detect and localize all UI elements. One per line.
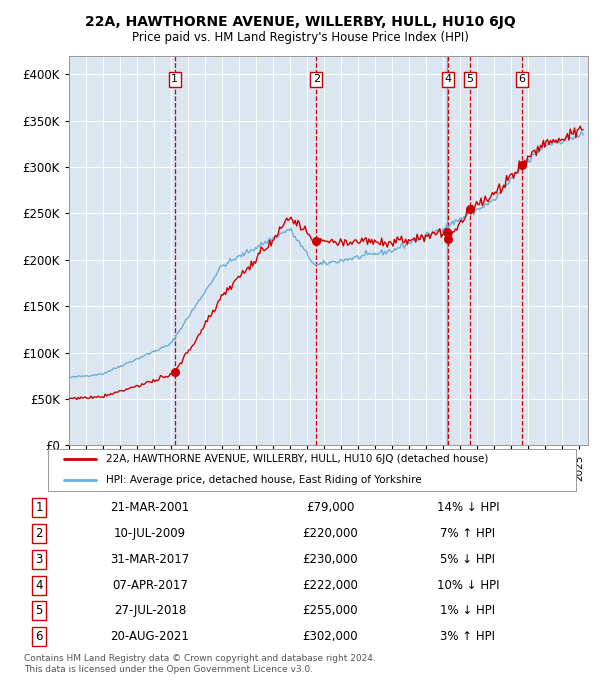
Text: 27-JUL-2018: 27-JUL-2018: [114, 605, 186, 617]
Text: £302,000: £302,000: [302, 630, 358, 643]
Bar: [175, 56, 316, 445]
Text: Contains HM Land Registry data © Crown copyright and database right 2024.
This d: Contains HM Land Registry data © Crown c…: [24, 654, 376, 674]
Text: 7% ↑ HPI: 7% ↑ HPI: [440, 527, 496, 540]
Text: 07-APR-2017: 07-APR-2017: [112, 579, 188, 592]
Text: 1% ↓ HPI: 1% ↓ HPI: [440, 605, 496, 617]
Text: £255,000: £255,000: [302, 605, 358, 617]
Text: 22A, HAWTHORNE AVENUE, WILLERBY, HULL, HU10 6JQ (detached house): 22A, HAWTHORNE AVENUE, WILLERBY, HULL, H…: [106, 454, 488, 464]
Text: 4: 4: [445, 74, 452, 84]
Text: 10% ↓ HPI: 10% ↓ HPI: [437, 579, 499, 592]
Text: 6: 6: [518, 74, 526, 84]
Text: £222,000: £222,000: [302, 579, 358, 592]
Text: 1: 1: [35, 501, 43, 514]
Text: 2: 2: [35, 527, 43, 540]
Text: 4: 4: [35, 579, 43, 592]
Text: 14% ↓ HPI: 14% ↓ HPI: [437, 501, 499, 514]
Text: 31-MAR-2017: 31-MAR-2017: [110, 553, 190, 566]
Text: 6: 6: [35, 630, 43, 643]
Text: 10-JUL-2009: 10-JUL-2009: [114, 527, 186, 540]
Text: 5: 5: [466, 74, 473, 84]
Text: £220,000: £220,000: [302, 527, 358, 540]
Text: £230,000: £230,000: [302, 553, 358, 566]
Text: £79,000: £79,000: [306, 501, 354, 514]
Text: 1: 1: [171, 74, 178, 84]
Text: HPI: Average price, detached house, East Riding of Yorkshire: HPI: Average price, detached house, East…: [106, 475, 422, 486]
Text: 5% ↓ HPI: 5% ↓ HPI: [440, 553, 496, 566]
Text: 20-AUG-2021: 20-AUG-2021: [110, 630, 190, 643]
Text: 5: 5: [35, 605, 43, 617]
Text: 3% ↑ HPI: 3% ↑ HPI: [440, 630, 496, 643]
Text: 21-MAR-2001: 21-MAR-2001: [110, 501, 190, 514]
Text: Price paid vs. HM Land Registry's House Price Index (HPI): Price paid vs. HM Land Registry's House …: [131, 31, 469, 44]
Text: 2: 2: [313, 74, 320, 84]
Text: 3: 3: [35, 553, 43, 566]
Text: 22A, HAWTHORNE AVENUE, WILLERBY, HULL, HU10 6JQ: 22A, HAWTHORNE AVENUE, WILLERBY, HULL, H…: [85, 15, 515, 29]
